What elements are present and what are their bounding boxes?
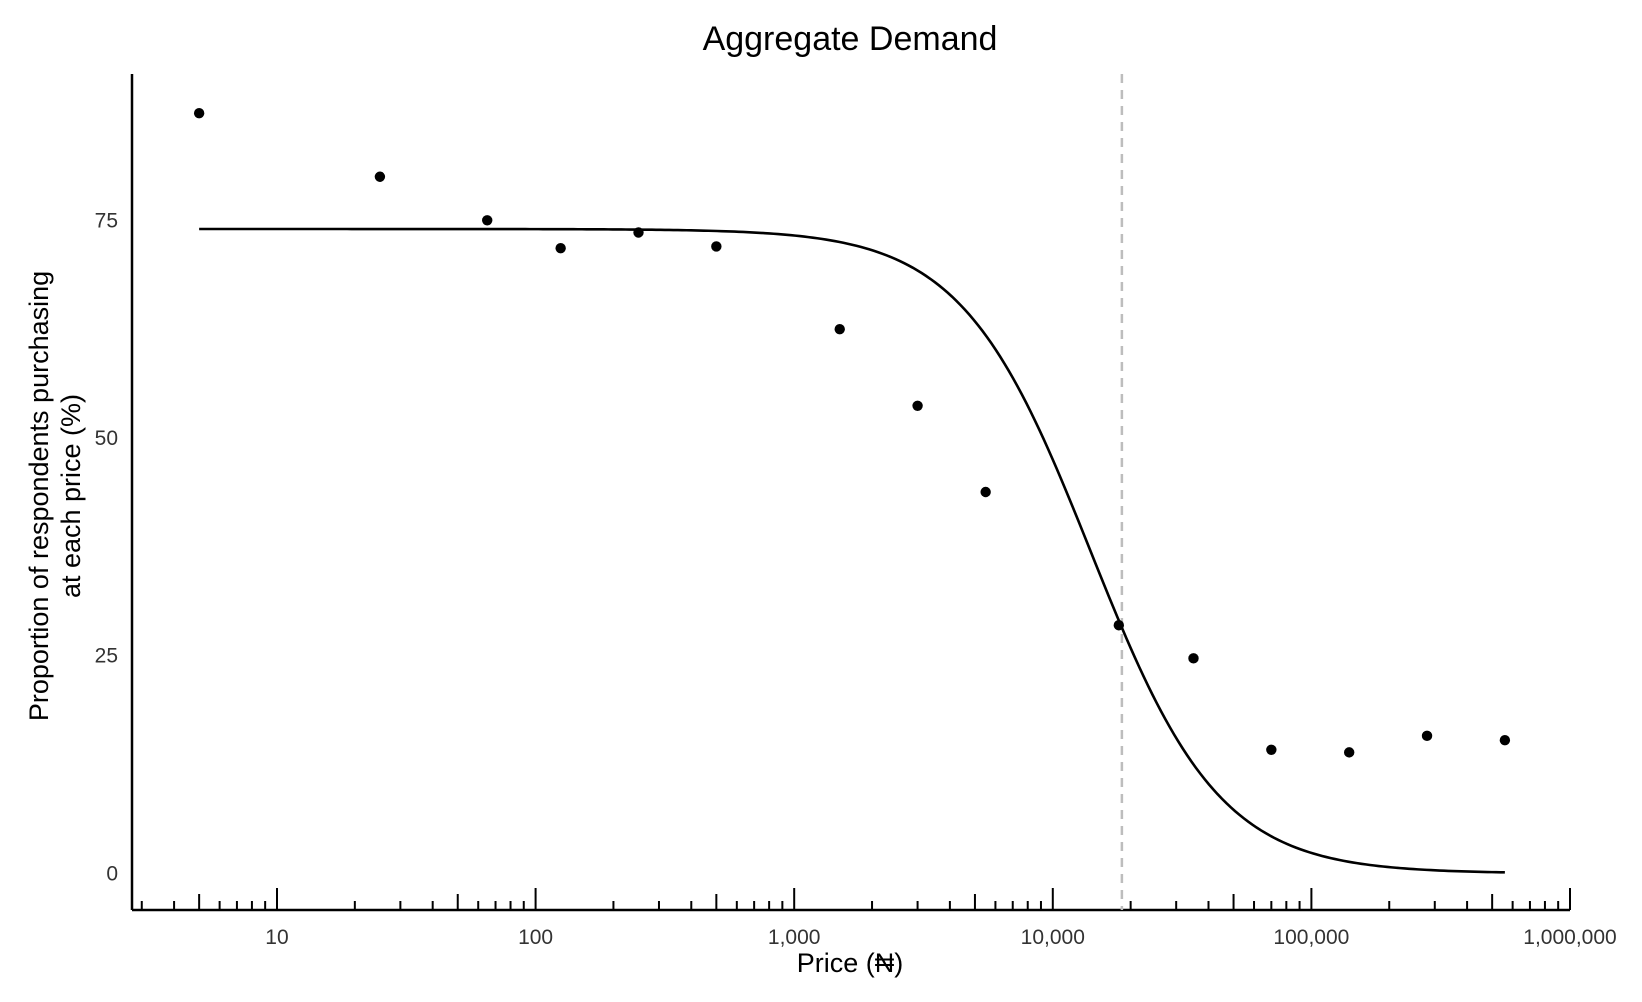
y-axis-title: Proportion of respondents purchasing at … xyxy=(24,271,86,721)
x-tick-label: 100 xyxy=(518,926,553,949)
y-axis-title-line-2: at each price (%) xyxy=(56,394,86,598)
x-axis-title: Price (₦) xyxy=(797,948,904,978)
data-point xyxy=(1266,744,1277,755)
y-tick-label: 0 xyxy=(106,862,118,885)
data-point xyxy=(834,323,845,335)
y-tick-label: 25 xyxy=(95,645,118,668)
x-tick-label: 10 xyxy=(265,926,288,949)
data-point xyxy=(1421,730,1433,742)
x-axis-ticks: 10 100 1,000 10,000 100,000 1,000,000 xyxy=(140,888,1617,949)
chart-title: Aggregate Demand xyxy=(703,20,998,58)
x-tick-label: 1,000,000 xyxy=(1523,926,1616,949)
y-axis-ticks: 0 25 50 75 xyxy=(95,209,118,885)
x-tick-label: 1,000 xyxy=(768,926,821,949)
y-axis-title-line-1: Proportion of respondents purchasing xyxy=(24,271,54,721)
data-point xyxy=(912,400,923,411)
data-point xyxy=(482,215,493,226)
data-point xyxy=(1499,734,1511,746)
y-tick-label: 75 xyxy=(95,209,118,232)
data-point xyxy=(980,486,991,498)
data-point xyxy=(374,171,386,182)
x-tick-label: 10,000 xyxy=(1021,926,1085,949)
x-tick-label: 100,000 xyxy=(1273,926,1349,949)
data-point xyxy=(1188,653,1199,664)
fit-curve-layer xyxy=(199,227,1505,874)
data-points-layer xyxy=(193,107,1511,758)
data-point xyxy=(1113,620,1125,631)
data-point xyxy=(633,227,644,238)
data-point xyxy=(555,242,566,254)
y-tick-label: 50 xyxy=(95,427,118,450)
data-point xyxy=(711,241,722,252)
data-point xyxy=(1343,747,1355,758)
fit-curve xyxy=(199,227,1505,874)
data-point xyxy=(193,107,205,119)
